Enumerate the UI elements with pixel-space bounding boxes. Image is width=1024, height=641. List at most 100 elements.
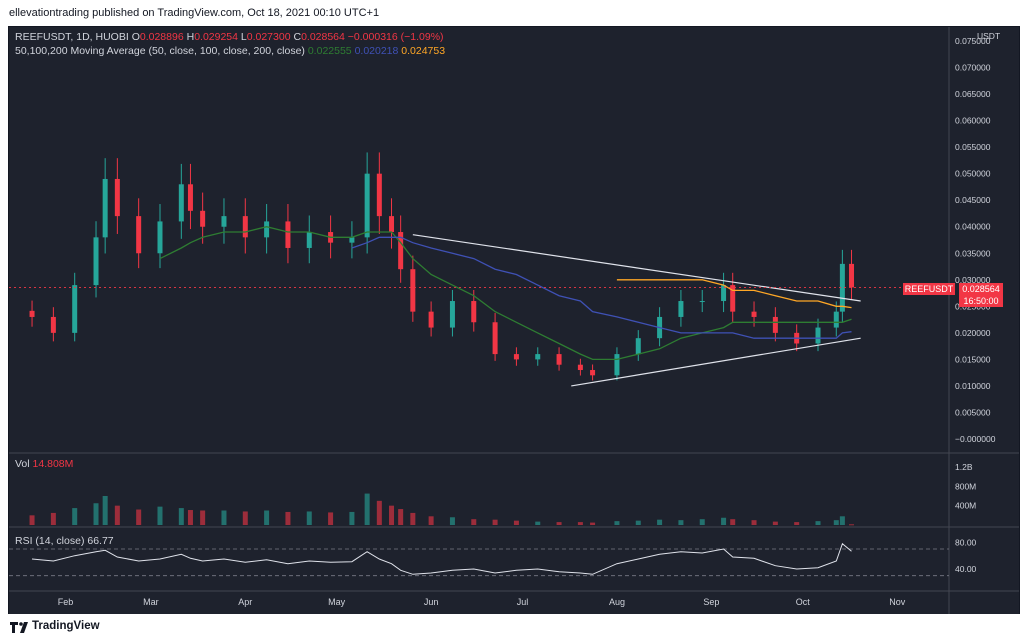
price-badge-countdown: 16:50:00 <box>959 295 1003 307</box>
ma200-value: 0.024753 <box>401 45 446 57</box>
candle-body <box>699 301 705 303</box>
price-tick-label: 0.065000 <box>955 89 991 99</box>
volume-bar <box>839 516 845 525</box>
price-tick-label: 0.075000 <box>955 36 991 46</box>
candle-body <box>678 301 684 317</box>
price-tick-label: 0.005000 <box>955 407 991 417</box>
rsi-value: 66.77 <box>87 535 114 547</box>
volume-bar <box>556 522 562 525</box>
candle-body <box>635 338 641 355</box>
volume-bar <box>614 521 620 525</box>
volume-legend: Vol 14.808M <box>15 458 73 470</box>
rsi-tick-label: 80.00 <box>955 537 977 547</box>
volume-bar <box>364 493 370 525</box>
rsi-label: RSI (14, close) <box>15 535 85 547</box>
ma50-value: 0.022555 <box>307 45 352 57</box>
price-tick-label: 0.050000 <box>955 169 991 179</box>
volume-bar <box>590 522 596 525</box>
volume-bar <box>72 508 78 525</box>
price-tick-label: −0.000000 <box>955 434 996 444</box>
price-badge-symbol: REEFUSDT <box>903 283 955 295</box>
volume-bar <box>833 520 839 525</box>
candle-body <box>93 237 99 286</box>
open-label: O <box>131 31 140 43</box>
candle-body <box>178 184 184 222</box>
price-tick-label: 0.040000 <box>955 222 991 232</box>
candle-body <box>242 216 248 238</box>
volume-bar <box>449 517 455 525</box>
high-value: 0.029254 <box>194 31 238 43</box>
volume-bar <box>178 508 184 525</box>
candle-body <box>513 354 519 360</box>
close-label: C <box>293 31 302 43</box>
price-tick-label: 0.020000 <box>955 328 991 338</box>
volume-tick-label: 400M <box>955 501 976 511</box>
publisher-bar: ellevationtrading published on TradingVi… <box>0 0 1024 26</box>
month-tick-label: Aug <box>609 597 625 607</box>
price-tick-label: 0.045000 <box>955 195 991 205</box>
volume-bar <box>815 521 821 525</box>
candle-body <box>751 311 757 317</box>
open-value: 0.028896 <box>139 31 184 43</box>
ma-line-ma200 <box>616 279 852 309</box>
volume-bar <box>699 519 705 525</box>
price-chart[interactable]: 0.075000 0.070000 0.065000 0.060000 0.055000… <box>9 27 1019 615</box>
price-tick-label: 0.060000 <box>955 116 991 126</box>
volume-bar <box>187 510 193 525</box>
volume-bar <box>730 519 736 525</box>
candle-body <box>389 216 395 233</box>
candle-body <box>72 285 78 333</box>
volume-bar <box>410 512 416 525</box>
candle-body <box>492 322 498 355</box>
volume-bar <box>721 517 727 525</box>
chart-frame[interactable]: 0.075000 0.070000 0.065000 0.060000 0.055000… <box>8 26 1020 616</box>
footer-brand[interactable]: TradingView <box>32 620 100 632</box>
publisher-text: ellevationtrading published on TradingVi… <box>9 7 380 19</box>
candle-body <box>136 216 142 254</box>
volume-bar <box>200 510 206 525</box>
high-label: H <box>186 31 195 43</box>
volume-bar <box>29 515 35 525</box>
footer: TradingView <box>0 614 1024 641</box>
volume-bar <box>285 511 291 525</box>
volume-bar <box>306 511 312 525</box>
candle-body <box>410 269 416 312</box>
candle-body <box>50 316 56 333</box>
candle-body <box>157 221 163 254</box>
volume-bar <box>221 510 227 525</box>
candle-body <box>772 316 778 333</box>
candle-body <box>264 221 270 238</box>
price-tick-label: 0.035000 <box>955 248 991 258</box>
candle-body <box>398 232 404 270</box>
candle-body <box>849 263 855 288</box>
ma-line-ma50 <box>159 226 852 361</box>
candle-body <box>285 221 291 248</box>
volume-tick-label: 1.2B <box>955 462 973 472</box>
candle-body <box>730 285 736 312</box>
ma-legend: 50,100,200 Moving Average (50, close, 10… <box>15 45 445 57</box>
ma-label: 50,100,200 Moving Average (50, close, 10… <box>15 45 305 57</box>
close-value: 0.028564 <box>301 31 345 43</box>
candle-body <box>376 173 382 217</box>
candle-body <box>471 301 477 323</box>
low-label: L <box>240 31 247 43</box>
candle-body <box>187 184 193 211</box>
vol-value: 14.808M <box>32 458 74 470</box>
candle-body <box>614 354 620 376</box>
rsi-tick-label: 40.00 <box>955 564 977 574</box>
volume-bar <box>678 520 684 525</box>
volume-bar <box>389 505 395 525</box>
candle-body <box>833 311 839 328</box>
price-tick-label: 0.055000 <box>955 142 991 152</box>
volume-bar <box>657 519 663 525</box>
vol-label: Vol <box>15 458 30 470</box>
rsi-legend: RSI (14, close) 66.77 <box>15 535 114 547</box>
month-tick-label: Feb <box>58 597 74 607</box>
volume-bar <box>328 512 334 525</box>
volume-bar <box>794 522 800 525</box>
volume-bar <box>471 519 477 525</box>
ma100-value: 0.020218 <box>354 45 399 57</box>
volume-bar <box>535 521 541 525</box>
candle-body <box>815 327 821 344</box>
volume-bar <box>114 505 120 525</box>
